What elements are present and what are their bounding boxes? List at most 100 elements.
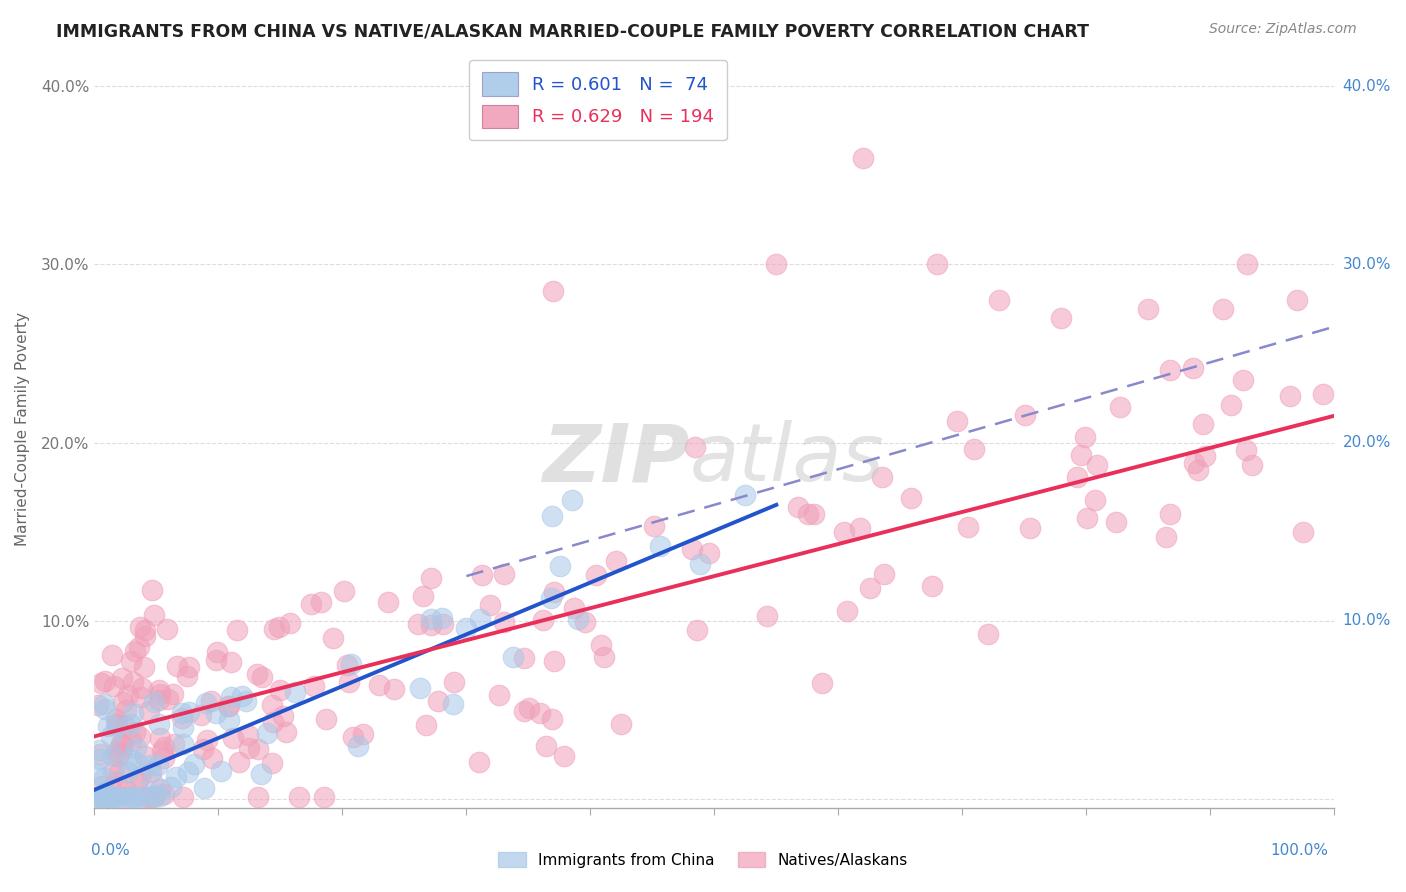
Point — [946, 414, 969, 428]
Point — [564, 600, 586, 615]
Point — [689, 558, 711, 572]
Point — [567, 612, 589, 626]
Point — [219, 690, 242, 705]
Point — [247, 742, 270, 756]
Point — [177, 764, 200, 779]
Point — [605, 554, 627, 568]
Point — [114, 789, 136, 804]
Point — [1050, 310, 1073, 325]
Point — [1182, 360, 1205, 375]
Point — [141, 789, 163, 804]
Point — [553, 748, 575, 763]
Point — [205, 652, 228, 666]
Point — [110, 746, 132, 760]
Text: 100.0%: 100.0% — [1271, 843, 1329, 858]
Point — [304, 679, 326, 693]
Point — [195, 733, 218, 747]
Point — [139, 765, 162, 780]
Point — [263, 623, 285, 637]
Text: 30.0%: 30.0% — [1343, 257, 1391, 272]
Point — [641, 115, 664, 129]
Text: 10.0%: 10.0% — [1343, 613, 1391, 628]
Point — [110, 738, 132, 752]
Point — [367, 678, 389, 692]
Point — [468, 755, 491, 769]
Point — [173, 737, 195, 751]
Point — [86, 789, 108, 804]
Point — [107, 749, 129, 764]
Point — [111, 671, 134, 685]
Point — [238, 740, 260, 755]
Point — [98, 789, 121, 804]
Point — [129, 731, 152, 745]
Point — [512, 650, 534, 665]
Point — [146, 757, 169, 772]
Point — [262, 715, 284, 730]
Point — [108, 789, 131, 804]
Point — [262, 698, 284, 713]
Point — [100, 789, 122, 804]
Point — [1187, 463, 1209, 477]
Point — [543, 654, 565, 668]
Point — [1076, 511, 1098, 525]
Point — [593, 650, 616, 665]
Point — [200, 693, 222, 707]
Point — [336, 657, 359, 672]
Point — [835, 604, 858, 618]
Point — [873, 567, 896, 582]
Point — [492, 566, 515, 581]
Point — [1019, 521, 1042, 535]
Point — [172, 720, 194, 734]
Point — [134, 789, 156, 804]
Point — [246, 667, 269, 681]
Point — [346, 739, 368, 753]
Point — [129, 690, 152, 704]
Point — [852, 151, 875, 165]
Point — [278, 616, 301, 631]
Point — [115, 703, 138, 717]
Point — [217, 699, 239, 714]
Point — [1212, 301, 1234, 316]
Point — [142, 789, 165, 804]
Point — [153, 739, 176, 754]
Point — [643, 519, 665, 533]
Point — [177, 659, 200, 673]
Point — [209, 764, 232, 778]
Point — [112, 739, 135, 754]
Point — [105, 789, 128, 804]
Point — [100, 730, 122, 744]
Point — [333, 583, 356, 598]
Point — [90, 789, 112, 804]
Point — [115, 784, 138, 798]
Point — [513, 704, 536, 718]
Point — [190, 708, 212, 723]
Point — [419, 571, 441, 585]
Point — [162, 687, 184, 701]
Point — [859, 581, 882, 595]
Point — [91, 789, 114, 804]
Point — [124, 643, 146, 657]
Point — [120, 717, 142, 731]
Point — [165, 770, 187, 784]
Point — [134, 629, 156, 643]
Text: 40.0%: 40.0% — [1343, 78, 1391, 94]
Point — [219, 655, 242, 669]
Point — [100, 789, 122, 804]
Point — [129, 789, 152, 804]
Point — [93, 698, 115, 712]
Point — [1154, 530, 1177, 544]
Point — [589, 638, 612, 652]
Point — [340, 657, 363, 671]
Point — [1066, 470, 1088, 484]
Point — [848, 521, 870, 535]
Point — [250, 767, 273, 781]
Point — [337, 675, 360, 690]
Point — [419, 617, 441, 632]
Point — [492, 615, 515, 629]
Point — [1292, 524, 1315, 539]
Point — [456, 621, 478, 635]
Point — [1312, 387, 1334, 401]
Point — [138, 704, 160, 718]
Point — [686, 624, 709, 638]
Point — [1074, 430, 1097, 444]
